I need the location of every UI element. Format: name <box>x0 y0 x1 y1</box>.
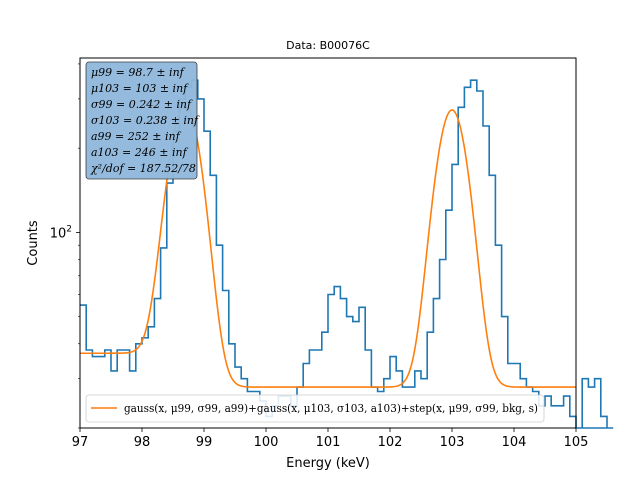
x-tick-label: 102 <box>378 435 403 450</box>
x-tick-label: 104 <box>502 435 527 450</box>
fit-line-sigma103: σ103 = 0.238 ± inf <box>91 114 200 127</box>
legend: gauss(x, μ99, σ99, a99)+gauss(x, μ103, σ… <box>85 394 545 423</box>
y-axis-label: Counts <box>26 220 41 266</box>
fit-line-mu103: μ103 = 103 ± inf <box>91 82 189 95</box>
legend-label-fit: gauss(x, μ99, σ99, a99)+gauss(x, μ103, σ… <box>124 402 538 415</box>
fit-curve-line <box>80 104 576 388</box>
x-tick-label: 103 <box>440 435 465 450</box>
x-tick-label: 97 <box>72 435 89 450</box>
x-tick-label: 101 <box>316 435 341 450</box>
x-tick-label: 99 <box>196 435 213 450</box>
y-tick-label: 102 <box>50 224 72 241</box>
chart-title: Data: B00076C <box>286 39 370 52</box>
fit-box-background <box>85 61 198 180</box>
x-tick-label: 100 <box>254 435 279 450</box>
fit-parameters-box: μ99 = 98.7 ± inf μ103 = 103 ± inf σ99 = … <box>85 61 200 180</box>
legend-frame <box>85 394 545 423</box>
fit-line-chi2: χ²/dof = 187.52/78 <box>90 162 196 175</box>
y-axis-ticks: 102 <box>50 63 80 429</box>
fit-line-a99: a99 = 252 ± inf <box>91 130 182 143</box>
x-axis-label: Energy (keV) <box>286 456 370 471</box>
fit-line-sigma99: σ99 = 0.242 ± inf <box>91 98 193 111</box>
fit-line-mu99: μ99 = 98.7 ± inf <box>91 66 186 79</box>
x-tick-label: 105 <box>564 435 589 450</box>
fit-curve-series <box>80 104 576 388</box>
fit-line-a103: a103 = 246 ± inf <box>91 146 189 159</box>
x-tick-label: 98 <box>134 435 151 450</box>
x-axis-ticks: 97 98 99 100 101 102 103 104 105 <box>72 428 589 450</box>
